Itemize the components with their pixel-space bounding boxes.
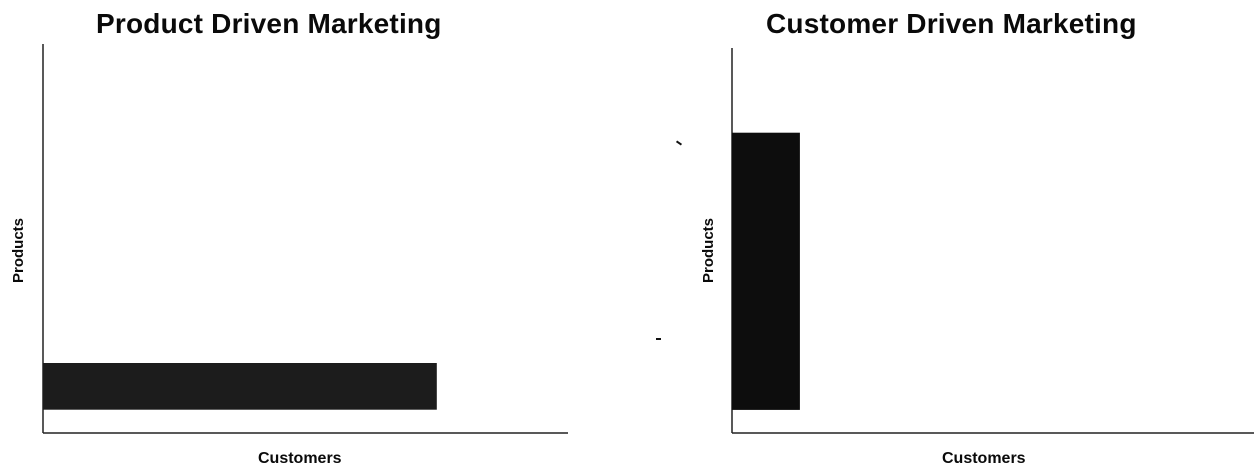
bar-0 (43, 363, 437, 410)
plot-area (42, 44, 568, 434)
bar-layer (732, 132, 800, 410)
chart-product-driven: Product Driven Marketing Products Custom… (0, 0, 620, 470)
plot-area (731, 48, 1254, 434)
scan-artifact (656, 338, 661, 340)
x-axis-label: Customers (942, 450, 1026, 467)
chart-title: Customer Driven Marketing (766, 8, 1137, 39)
bar-layer (43, 363, 437, 410)
chart-customer-driven: Customer Driven Marketing Products Custo… (640, 0, 1259, 470)
bar-0 (732, 132, 800, 410)
x-axis-label: Customers (258, 450, 342, 467)
chart-title: Product Driven Marketing (96, 8, 442, 39)
